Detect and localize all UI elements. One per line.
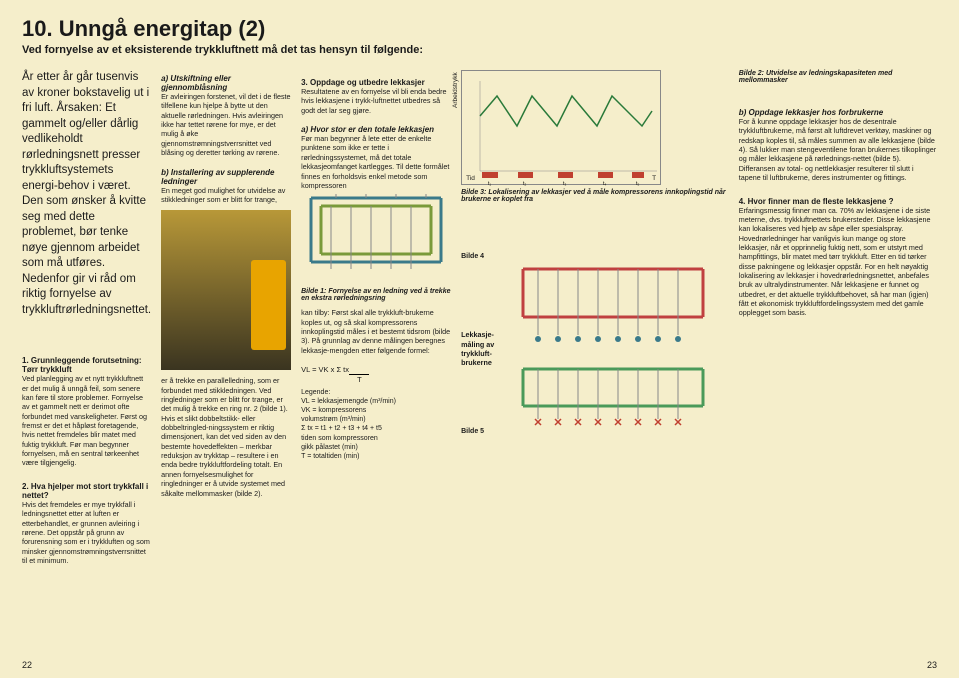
bilde2-caption: Bilde 2: Utvidelse av ledningskapasitete… [739, 70, 937, 84]
section1-body: Ved planlegging av et nytt trykkluftnett… [22, 374, 151, 468]
pressure-time-chart: Arbeidstrykk t₁ t₂ [461, 70, 661, 185]
section3a-body: Før man begynner å lete etter de enkelte… [301, 134, 451, 190]
section3-body: Resultatene av en fornyelse vil bli enda… [301, 87, 451, 115]
legend-st2: tiden som kompressoren [301, 434, 451, 443]
page-subtitle: Ved fornyelse av et eksisterende trykklu… [22, 44, 937, 56]
legend-t: T = totaltiden (min) [301, 452, 451, 461]
bilde1-diagram [301, 194, 451, 284]
bilde4-label: Bilde 4 [461, 253, 507, 260]
formula-vl: VL = VK x Σ tx T [301, 365, 451, 384]
legend-vk: VK = kompressorens [301, 406, 451, 415]
bilde3-caption: Bilde 3: Lokalisering av lekkasjer ved å… [461, 189, 729, 203]
section3b-head: b) Oppdage lekkasjer hos forbrukerne [739, 108, 937, 117]
section-b-body: En meget god mulighet for utvidelse av s… [161, 186, 291, 205]
bilde4-diagram [513, 257, 713, 357]
compressor-photo [161, 210, 291, 370]
intro-text: År etter år går tusenvis av kroner bokst… [22, 70, 151, 318]
section3b-body: For å kunne oppdage lekkasjer hos de des… [739, 117, 937, 183]
section3-head: 3. Oppdage og utbedre lekkasjer [301, 78, 451, 87]
page-title: 10. Unngå energitap (2) [22, 16, 937, 42]
section2-body: Hvis det fremdeles er mye trykkfall i le… [22, 500, 151, 566]
content-columns: År etter år går tusenvis av kroner bokst… [22, 70, 937, 565]
legend-st: Σ tx = t1 + t2 + t3 + t4 + t5 [301, 424, 451, 433]
section4-head: 4. Hvor finner man de fleste lekkasjene … [739, 197, 937, 206]
svg-text:t₂: t₂ [523, 181, 526, 186]
page-number-left: 22 [22, 660, 32, 670]
svg-text:t₁: t₁ [488, 181, 491, 186]
section-b-head: b) Installering av supplerende ledninger [161, 168, 291, 186]
legend-head: Legende: [301, 388, 451, 397]
section-b-body2: er å trekke en parallelledning, som er f… [161, 376, 291, 498]
section-a-body: Er avleiringen forstenet, vil det i de f… [161, 92, 291, 158]
section3a-head: a) Hvor stor er den totale lekkasjen [301, 125, 451, 134]
formula-denom: T [357, 375, 362, 384]
section1-head: 1. Grunnleggende forutsetning: Tørr tryk… [22, 356, 151, 374]
section4-body: Erfaringsmessig finner man ca. 70% av le… [739, 206, 937, 318]
bilde5-label: Bilde 5 [461, 428, 507, 435]
chart-xlabel-t: T [652, 175, 656, 182]
svg-text:t₄: t₄ [603, 181, 606, 186]
chart-ylabel: Arbeidstrykk [452, 72, 459, 108]
section2-head: 2. Hva hjelper mot stort trykkfall i net… [22, 482, 151, 500]
svg-text:t₅: t₅ [636, 181, 639, 186]
legend-st3: gikk pålastet (min) [301, 443, 451, 452]
svg-text:t₃: t₃ [563, 181, 566, 186]
compressor-icon [251, 260, 286, 350]
bilde1-caption: Bilde 1: Fornyelse av en ledning ved å t… [301, 288, 451, 302]
legend-vk2: volumstrøm (m³/min) [301, 415, 451, 424]
bilde45-sidelabel: Lekkasje-måling av trykkluft-brukerne [461, 330, 507, 367]
bilde5-diagram [513, 361, 713, 431]
section-a-head: a) Utskiftning eller gjennomblåsning [161, 74, 291, 92]
formula-top: VL = VK x Σ tx [301, 365, 349, 374]
section3a-body2: kan tilby: Først skal alle trykkluft-bru… [301, 308, 451, 355]
chart-xlabel-tid: Tid [466, 175, 475, 182]
legend-vl: VL = lekkasjemengde (m³/min) [301, 397, 451, 406]
page-number-right: 23 [927, 660, 937, 670]
formula-legend: Legende: VL = lekkasjemengde (m³/min) VK… [301, 388, 451, 461]
